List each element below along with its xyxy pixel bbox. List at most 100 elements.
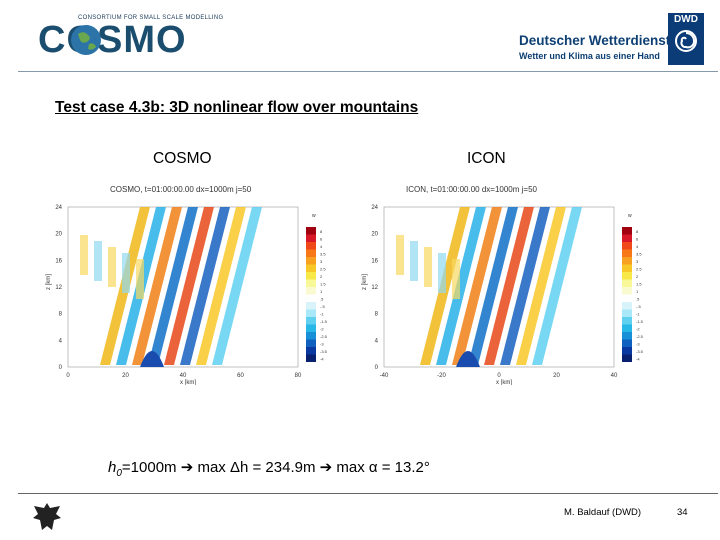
y-tick-label: 12 [55, 285, 62, 291]
colorbar-label: 3 [320, 259, 323, 264]
y-tick-label: 4 [375, 338, 379, 344]
wave-band [148, 207, 198, 365]
result-formula: h0=1000m ➔ max Δh = 234.9m ➔ max α = 13.… [108, 458, 430, 479]
colorbar-swatch [622, 339, 632, 347]
header-divider [18, 71, 718, 72]
wave-cell [122, 253, 130, 293]
colorbar-label: -1 [320, 312, 324, 317]
globe-icon [71, 25, 101, 55]
colorbar-label: -1.5 [636, 319, 644, 324]
colorbar-label: -3.5 [320, 349, 328, 354]
wave-cell [136, 259, 144, 299]
colorbar-label: 3 [636, 259, 639, 264]
colorbar-label: 4 [636, 244, 639, 249]
dwd-slogan: Wetter und Klima aus einer Hand [519, 51, 660, 61]
y-tick-label: 24 [55, 205, 62, 211]
colorbar-label: .5 [320, 297, 324, 302]
mountain [456, 351, 480, 367]
wave-band [452, 207, 502, 365]
dwd-name: Deutscher Wetterdienst [519, 33, 671, 48]
federal-eagle-icon [33, 503, 61, 530]
plot-cosmo: COSMO, t=01:00:00.00 dx=1000m j=50 0 4 8 12… [40, 185, 340, 385]
y-axis-label: z [km] [362, 274, 368, 290]
colorbar-swatch [622, 287, 632, 295]
wave-band [164, 207, 214, 365]
colorbar-label: 6 [320, 237, 323, 242]
colorbar-label: 8 [320, 229, 323, 234]
colorbar-swatch [622, 324, 632, 332]
wave-band [132, 207, 182, 365]
colorbar-label: 2 [636, 274, 639, 279]
colorbar-swatch [306, 317, 316, 325]
footer-divider [18, 493, 718, 494]
slide-title: Test case 4.3b: 3D nonlinear flow over m… [55, 99, 419, 116]
colorbar-label: -3 [636, 342, 640, 347]
colorbar-label: -1.5 [320, 319, 328, 324]
label-icon: ICON [467, 150, 506, 167]
wave-band [180, 207, 230, 365]
plot-title: COSMO, t=01:00:00.00 dx=1000m j=50 [110, 185, 252, 194]
colorbar-swatch [622, 294, 632, 302]
delta-icon: Δ [229, 459, 240, 476]
colorbar-swatch [306, 324, 316, 332]
colorbar-label: -2.5 [636, 334, 644, 339]
plot-icon: ICON, t=01:00:00.00 dx=1000m j=50 0 4 8 12 1… [356, 185, 656, 385]
x-tick-label: 0 [497, 373, 501, 379]
x-tick-label: 40 [180, 373, 187, 379]
colorbar-label: -3.5 [636, 349, 644, 354]
plot-title: ICON, t=01:00:00.00 dx=1000m j=50 [406, 185, 537, 194]
label-cosmo: COSMO [153, 150, 212, 167]
colorbar-label: -2.5 [320, 334, 328, 339]
colorbar-swatch [622, 302, 632, 310]
colorbar-swatch [622, 249, 632, 257]
colorbar-swatch [306, 302, 316, 310]
dwd-badge-text: DWD [674, 14, 698, 25]
colorbar-swatch [622, 234, 632, 242]
page-number: 34 [677, 507, 688, 518]
y-tick-label: 0 [59, 365, 63, 371]
colorbar-swatch [622, 264, 632, 272]
colorbar-label: 8 [636, 229, 639, 234]
colorbar-label: 1.5 [636, 282, 642, 287]
formula-a: =1000m [121, 459, 177, 476]
colorbar-swatch [306, 309, 316, 317]
colorbar-swatch [622, 272, 632, 280]
wave-cell [108, 247, 116, 287]
wave-band [468, 207, 518, 365]
arrow-icon: ➔ [180, 459, 194, 476]
formula-d: max [332, 459, 369, 476]
alpha-icon: α [368, 459, 378, 476]
colorbar-label: 6 [636, 237, 639, 242]
colorbar-swatch [306, 279, 316, 287]
wave-band [532, 207, 582, 365]
colorbar-swatch [306, 294, 316, 302]
colorbar-swatch [622, 332, 632, 340]
x-tick-label: 20 [553, 373, 560, 379]
arrow-icon: ➔ [319, 459, 333, 476]
colorbar-swatch [622, 354, 632, 362]
colorbar-swatch [622, 257, 632, 265]
colorbar-label: 2 [320, 274, 323, 279]
colorbar-swatch [306, 257, 316, 265]
colorbar-swatch [306, 272, 316, 280]
colorbar-label: -.5 [320, 304, 325, 309]
colorbar-swatch [622, 242, 632, 250]
colorbar-label: 2.5 [320, 267, 326, 272]
colorbar-swatch [622, 317, 632, 325]
x-axis-label: x [km] [180, 380, 196, 385]
colorbar-label: 1 [636, 289, 639, 294]
colorbar-swatch [306, 227, 316, 235]
colorbar-swatch [306, 339, 316, 347]
y-tick-label: 16 [371, 258, 378, 264]
wave-cell [452, 259, 460, 299]
x-tick-label: 60 [237, 373, 244, 379]
colorbar-swatch [306, 242, 316, 250]
cosmo-logo-subtitle: CONSORTIUM FOR SMALL SCALE MODELLING [78, 15, 224, 21]
wave-band [516, 207, 566, 365]
x-tick-label: 20 [122, 373, 129, 379]
y-axis-label: z [km] [46, 274, 52, 290]
formula-e: = 13.2° [377, 459, 430, 476]
y-tick-label: 8 [375, 312, 379, 318]
wave-cell [94, 241, 102, 281]
